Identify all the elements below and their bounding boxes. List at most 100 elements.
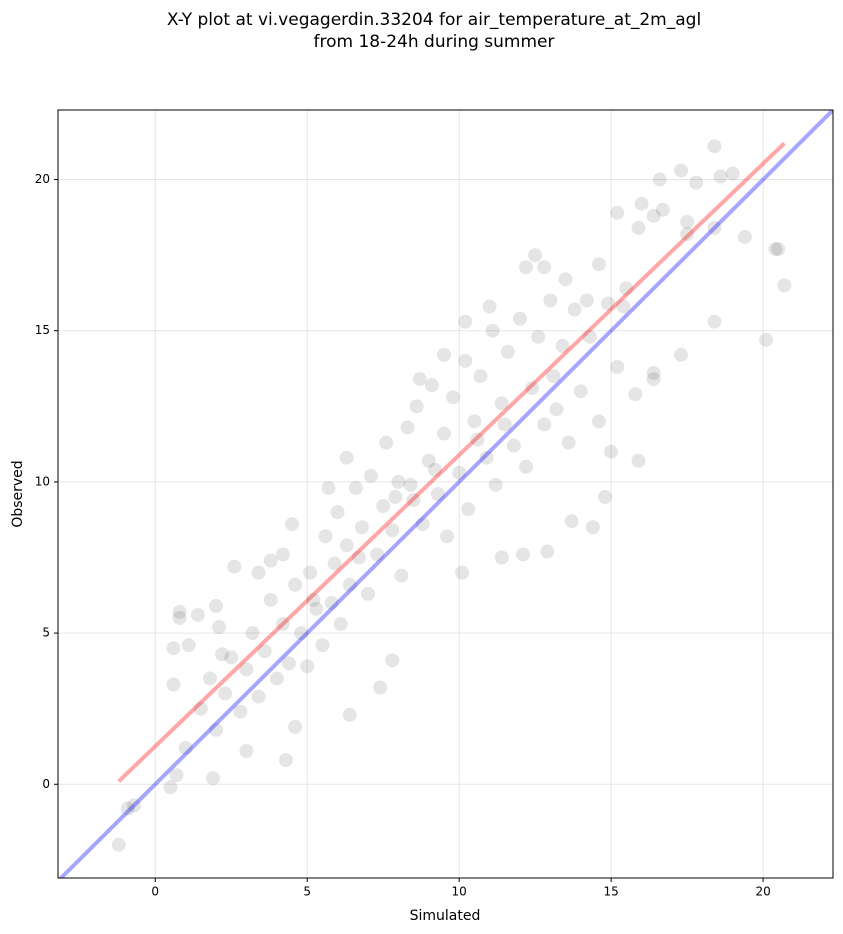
plot-area bbox=[58, 110, 833, 878]
scatter-point bbox=[288, 719, 303, 734]
scatter-point bbox=[300, 659, 315, 674]
scatter-point bbox=[479, 450, 494, 465]
scatter-point bbox=[339, 450, 354, 465]
scatter-point bbox=[458, 314, 473, 329]
scatter-point bbox=[561, 435, 576, 450]
scatter-point bbox=[628, 387, 643, 402]
scatter-point bbox=[224, 650, 239, 665]
scatter-point bbox=[294, 626, 309, 641]
scatter-point bbox=[318, 529, 333, 544]
scatter-point bbox=[342, 707, 357, 722]
fit-line bbox=[58, 110, 833, 878]
scatter-point bbox=[512, 311, 527, 326]
scatter-point bbox=[564, 514, 579, 529]
scatter-point bbox=[436, 426, 451, 441]
scatter-point bbox=[342, 577, 357, 592]
scatter-point bbox=[631, 453, 646, 468]
scatter-point bbox=[212, 620, 227, 635]
scatter-point bbox=[412, 372, 427, 387]
scatter-point bbox=[494, 550, 509, 565]
scatter-point bbox=[385, 653, 400, 668]
scatter-point bbox=[400, 420, 415, 435]
scatter-point bbox=[604, 444, 619, 459]
scatter-point bbox=[646, 366, 661, 381]
scatter-point bbox=[601, 296, 616, 311]
scatter-point bbox=[190, 607, 205, 622]
scatter-point bbox=[610, 205, 625, 220]
scatter-point bbox=[263, 553, 278, 568]
scatter-point bbox=[163, 780, 178, 795]
scatter-point bbox=[537, 260, 552, 275]
scatter-point bbox=[482, 299, 497, 314]
x-tick-label: 10 bbox=[452, 885, 467, 899]
scatter-point bbox=[610, 360, 625, 375]
scatter-point bbox=[373, 680, 388, 695]
scatter-point bbox=[209, 722, 224, 737]
scatter-point bbox=[281, 656, 296, 671]
x-tick-label: 0 bbox=[151, 885, 159, 899]
scatter-point bbox=[330, 505, 345, 520]
scatter-point bbox=[409, 399, 424, 414]
scatter-point bbox=[120, 801, 135, 816]
scatter-point bbox=[585, 520, 600, 535]
scatter-point bbox=[549, 402, 564, 417]
grid bbox=[58, 110, 833, 878]
scatter-point bbox=[233, 704, 248, 719]
scatter-point bbox=[126, 798, 141, 813]
scatter-point bbox=[430, 487, 445, 501]
scatter-point bbox=[391, 474, 406, 489]
scatter-point bbox=[239, 662, 254, 677]
scatter-point bbox=[598, 490, 613, 505]
scatter-point bbox=[354, 520, 369, 535]
scatter-point bbox=[333, 617, 348, 632]
scatter-point bbox=[424, 378, 439, 393]
scatter-point bbox=[467, 414, 482, 429]
scatter-point bbox=[202, 671, 217, 686]
scatter-point bbox=[516, 547, 530, 562]
scatter-point bbox=[209, 598, 224, 613]
y-tick-label: 20 bbox=[35, 172, 50, 186]
scatter-point bbox=[111, 837, 126, 852]
scatter-point bbox=[634, 196, 649, 211]
scatter-point bbox=[646, 372, 661, 387]
scatter-point bbox=[178, 740, 193, 755]
scatter-point bbox=[470, 432, 485, 447]
scatter-point bbox=[427, 462, 442, 477]
scatter-point bbox=[689, 175, 704, 190]
scatter-point bbox=[251, 689, 266, 704]
scatter-point bbox=[275, 547, 290, 562]
scatter-point bbox=[519, 459, 534, 474]
scatter-point bbox=[263, 592, 278, 607]
scatter-point bbox=[215, 647, 230, 662]
scatter-point bbox=[655, 202, 670, 217]
scatter-point bbox=[370, 547, 385, 562]
scatter-point bbox=[631, 220, 646, 235]
scatter-point bbox=[646, 208, 661, 223]
x-tick-label: 5 bbox=[303, 885, 311, 899]
scatter-point bbox=[324, 595, 339, 610]
scatter-point bbox=[579, 293, 594, 308]
chart-title: X-Y plot at vi.vegagerdin.33204 for air_… bbox=[167, 10, 701, 30]
scatter-point bbox=[619, 281, 634, 296]
scatter-point bbox=[394, 568, 409, 583]
scatter-point bbox=[181, 638, 196, 653]
scatter-point bbox=[506, 438, 521, 453]
scatter-point bbox=[406, 493, 421, 508]
scatter-point bbox=[591, 414, 606, 429]
scatter-point bbox=[421, 453, 436, 468]
scatter-point bbox=[415, 517, 430, 532]
scatter-point bbox=[488, 477, 503, 492]
scatter-point bbox=[473, 369, 488, 384]
scatter-point bbox=[573, 384, 588, 399]
scatter-point bbox=[737, 229, 752, 244]
scatter-point bbox=[172, 604, 187, 619]
scatter-point bbox=[582, 329, 597, 344]
scatter-point bbox=[725, 166, 740, 181]
scatter-point bbox=[713, 169, 728, 184]
y-axis-label: Observed bbox=[10, 460, 26, 527]
scatter-point bbox=[315, 638, 330, 653]
scatter-point bbox=[257, 644, 272, 659]
plot-frame bbox=[57, 109, 834, 879]
scatter-point bbox=[458, 353, 473, 368]
